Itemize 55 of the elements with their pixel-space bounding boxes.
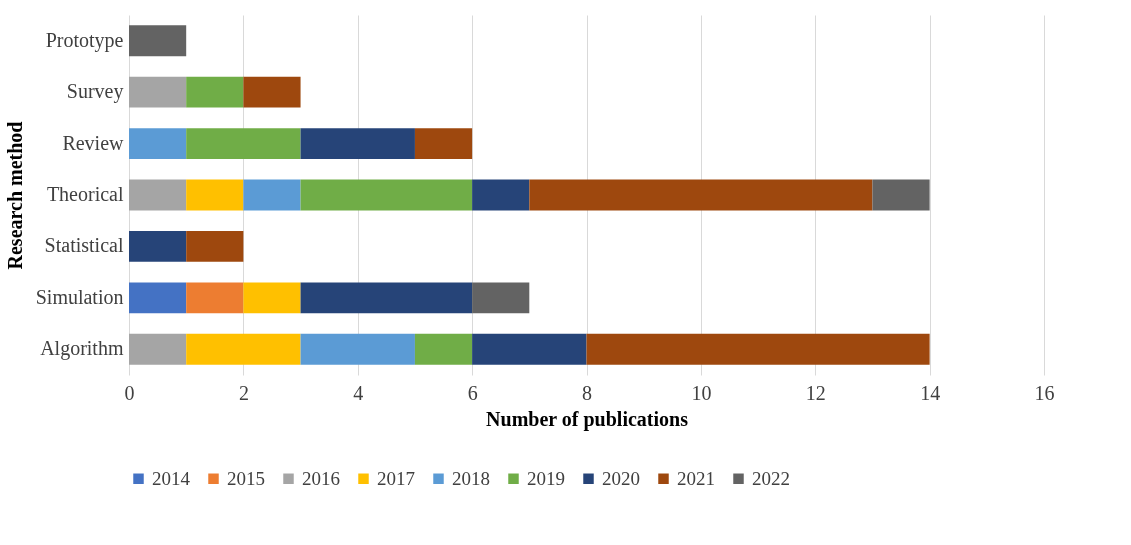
bar	[243, 282, 301, 314]
bar	[129, 231, 187, 262]
bar	[300, 333, 415, 365]
legend-label: 2019	[527, 467, 565, 489]
bar	[472, 333, 587, 365]
x-tick-label: 14	[920, 381, 941, 404]
bar	[129, 282, 187, 314]
x-tick-label: 0	[124, 381, 135, 404]
bar	[529, 179, 873, 211]
y-tick-label: Statistical	[44, 234, 124, 257]
x-tick-label: 12	[805, 381, 826, 404]
y-tick-label: Review	[62, 131, 125, 154]
x-tick-label: 16	[1034, 381, 1055, 404]
y-tick-label: Survey	[66, 80, 124, 104]
bar	[186, 179, 244, 211]
y-tick-label: Prototype	[45, 28, 124, 52]
bar	[186, 282, 244, 314]
bar	[129, 333, 187, 365]
legend-label: 2017	[377, 467, 415, 489]
y-tick-label: Algorithm	[40, 337, 124, 361]
bar	[472, 282, 530, 314]
bar	[300, 128, 415, 159]
legend-label: 2020	[602, 467, 640, 489]
legend-label: 2016	[302, 467, 340, 489]
bar	[243, 76, 301, 108]
bar	[472, 179, 530, 211]
bar	[414, 128, 473, 159]
x-tick-label: 6	[467, 381, 478, 404]
legend-label: 2018	[452, 467, 490, 489]
y-axis-title: Research method	[3, 121, 26, 270]
bar	[872, 179, 930, 211]
y-tick-label: Theorical	[46, 183, 124, 205]
x-tick-label: 8	[582, 381, 592, 404]
bar	[300, 179, 473, 211]
legend-label: 2014	[152, 467, 191, 489]
bar	[300, 282, 473, 314]
bar	[586, 333, 930, 365]
x-axis-title: Number of publications	[486, 407, 689, 431]
legend-label: 2022	[752, 467, 790, 489]
bar	[129, 128, 187, 159]
bar	[129, 76, 187, 108]
bar	[186, 333, 301, 365]
bar	[186, 231, 244, 262]
bar	[186, 76, 244, 108]
legend-label: 2021	[677, 467, 715, 489]
y-tick-label: Simulation	[35, 285, 124, 308]
x-tick-label: 2	[238, 381, 249, 404]
bar	[414, 333, 473, 365]
x-tick-label: 10	[691, 381, 712, 404]
legend-label: 2015	[227, 467, 265, 489]
x-tick-label: 4	[353, 381, 364, 404]
bar	[129, 25, 187, 57]
bar	[243, 179, 301, 211]
bar	[186, 128, 301, 159]
bar	[129, 179, 187, 211]
